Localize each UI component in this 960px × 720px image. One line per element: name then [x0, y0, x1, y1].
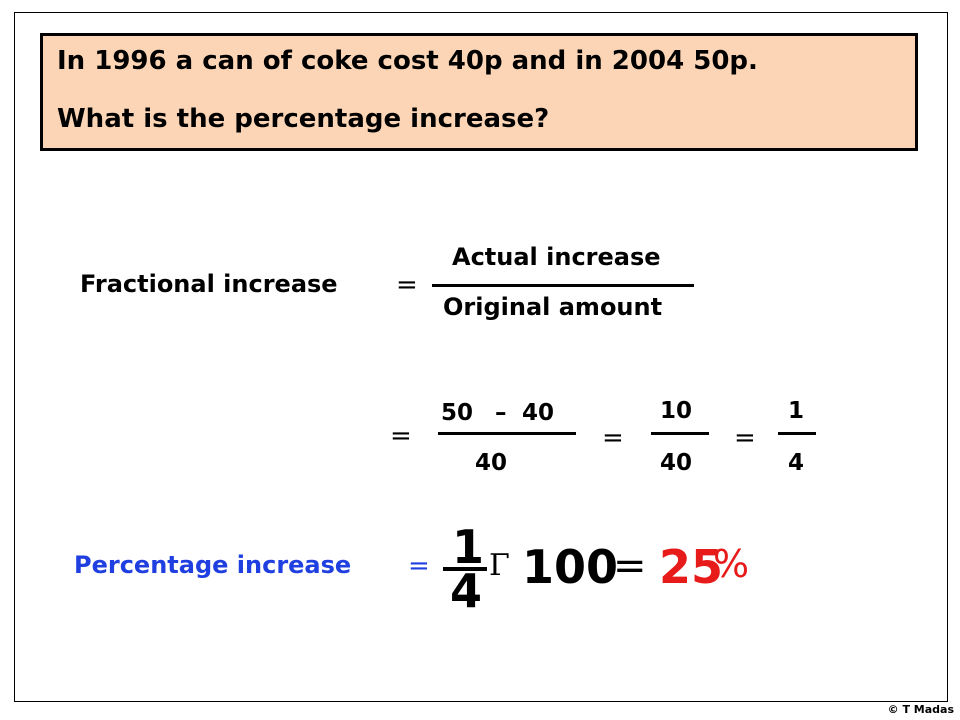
step2-denominator: 40 [660, 450, 693, 476]
step3-numerator: 1 [788, 398, 805, 424]
copyright-notice: © T Madas [887, 703, 954, 716]
step1-fraction-bar [438, 432, 576, 435]
question-box: In 1996 a can of coke cost 40p and in 20… [40, 33, 918, 151]
fractional-increase-label: Fractional increase [80, 270, 338, 298]
formula-denominator: Original amount [443, 293, 663, 321]
slide-frame [14, 12, 948, 702]
question-line-2: What is the percentage increase? [57, 104, 550, 134]
result-fraction-bar [443, 567, 487, 571]
step1-minus: – [495, 400, 507, 426]
step1-denominator: 40 [475, 450, 508, 476]
step3-denominator: 4 [788, 450, 805, 476]
result-multiplier: 100 [522, 540, 619, 594]
step2-numerator: 10 [660, 398, 693, 424]
result-percent-sign: % [713, 542, 750, 586]
result-fraction-denominator: 4 [450, 564, 483, 618]
step2-equals: = [602, 423, 624, 453]
step2-fraction-bar [651, 432, 709, 435]
result-equals-2: = [613, 543, 647, 589]
result-equals: = [408, 551, 430, 581]
question-line-1: In 1996 a can of coke cost 40p and in 20… [57, 46, 758, 76]
step1-equals: = [390, 421, 412, 451]
step3-fraction-bar [778, 432, 816, 435]
result-fraction-numerator: 1 [452, 520, 485, 574]
formula-numerator: Actual increase [452, 243, 661, 271]
formula-fraction-bar [432, 284, 694, 287]
percentage-increase-label: Percentage increase [74, 551, 352, 579]
step1-numerator-a: 50 [441, 400, 474, 426]
step3-equals: = [734, 423, 756, 453]
result-answer: 25 [659, 540, 724, 594]
formula-equals: = [396, 270, 418, 300]
step1-numerator-b: 40 [522, 400, 555, 426]
times-symbol: Γ [489, 548, 510, 583]
